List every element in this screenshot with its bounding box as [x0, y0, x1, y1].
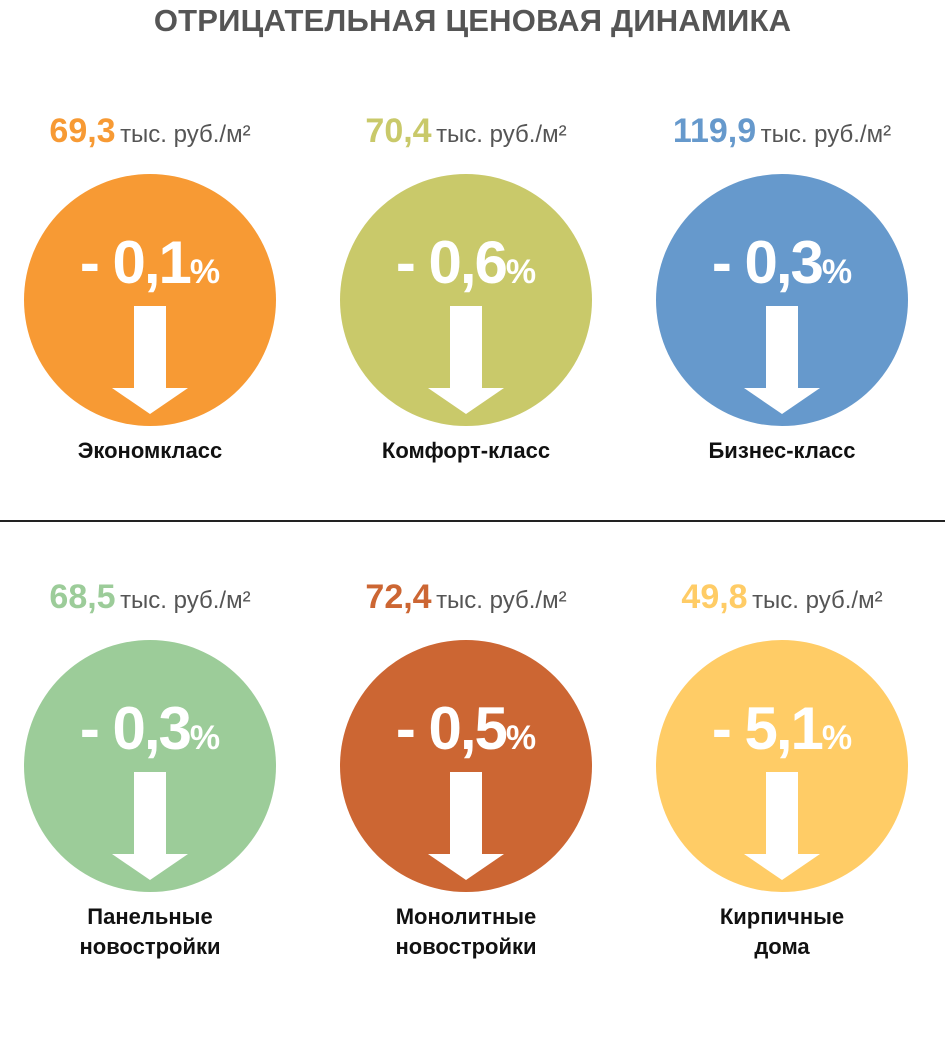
arrow-down-icon [744, 772, 820, 880]
price-unit: тыс. руб./м² [752, 587, 883, 614]
price-value: 119,9 тыс. руб./м² [632, 112, 932, 152]
price-number: 69,3 [49, 112, 116, 150]
card-panel: 68,5 тыс. руб./м² - 0,3% Панельные новос… [0, 578, 300, 959]
category-label-line1: Кирпичные [719, 904, 845, 929]
change-value: - 0,3 [711, 229, 824, 296]
change-circle: - 0,3% [24, 640, 276, 892]
price-unit: тыс. руб./м² [120, 121, 251, 148]
change-percent: - 0,3% [656, 228, 908, 297]
change-percent: - 0,5% [340, 694, 592, 763]
card-brick: 49,8 тыс. руб./м² - 5,1% Кирпичные дома [632, 578, 932, 959]
price-number: 72,4 [365, 578, 432, 616]
change-circle: - 0,5% [340, 640, 592, 892]
price-number: 68,5 [49, 578, 116, 616]
percent-sign: % [821, 719, 853, 757]
price-unit: тыс. руб./м² [120, 587, 251, 614]
arrow-down-icon [428, 772, 504, 880]
page-title: ОТРИЦАТЕЛЬНАЯ ЦЕНОВАЯ ДИНАМИКА [153, 3, 792, 38]
card-economy: 69,3 тыс. руб./м² - 0,1% Экономкласс [0, 112, 300, 492]
change-percent: - 5,1% [656, 694, 908, 763]
price-number: 49,8 [681, 578, 748, 616]
change-percent: - 0,1% [24, 228, 276, 297]
price-unit: тыс. руб./м² [760, 121, 892, 148]
card-monolithic: 72,4 тыс. руб./м² - 0,5% Монолитные ново… [316, 578, 616, 959]
change-percent: - 0,3% [24, 694, 276, 763]
category-label-line2: дома [754, 934, 810, 959]
change-circle: - 5,1% [656, 640, 908, 892]
change-circle: - 0,1% [24, 174, 276, 426]
category-label: Бизнес-класс [632, 436, 932, 466]
arrow-down-icon [112, 306, 188, 414]
arrow-down-icon [744, 306, 820, 414]
percent-sign: % [505, 253, 537, 291]
change-value: - 0,3 [79, 695, 192, 762]
category-label-line1: Панельные [87, 904, 213, 929]
price-value: 69,3 тыс. руб./м² [0, 112, 300, 152]
card-business: 119,9 тыс. руб./м² - 0,3% Бизнес-класс [632, 112, 932, 492]
price-unit: тыс. руб./м² [436, 587, 567, 614]
price-number: 119,9 [672, 112, 757, 150]
change-circle: - 0,6% [340, 174, 592, 426]
price-unit: тыс. руб./м² [436, 121, 567, 148]
change-value: - 0,1 [79, 229, 192, 296]
change-percent: - 0,6% [340, 228, 592, 297]
change-value: - 5,1 [711, 695, 824, 762]
change-value: - 0,6 [395, 229, 508, 296]
percent-sign: % [821, 253, 853, 291]
price-value: 49,8 тыс. руб./м² [632, 578, 932, 618]
change-circle: - 0,3% [656, 174, 908, 426]
change-value: - 0,5 [395, 695, 508, 762]
category-label: Монолитные новостройки [316, 902, 616, 962]
category-label-line1: Комфорт-класс [381, 438, 551, 463]
section-divider [0, 520, 945, 522]
category-label-line2: новостройки [395, 934, 537, 959]
category-label-line1: Бизнес-класс [708, 438, 856, 463]
category-label: Экономкласс [0, 436, 300, 466]
category-label: Кирпичные дома [632, 902, 932, 962]
category-label-line2: новостройки [79, 934, 221, 959]
category-label-line1: Экономкласс [77, 438, 223, 463]
percent-sign: % [189, 719, 221, 757]
percent-sign: % [189, 253, 221, 291]
price-value: 68,5 тыс. руб./м² [0, 578, 300, 618]
category-label-line1: Монолитные [395, 904, 537, 929]
price-value: 72,4 тыс. руб./м² [316, 578, 616, 618]
price-value: 70,4 тыс. руб./м² [316, 112, 616, 152]
card-comfort: 70,4 тыс. руб./м² - 0,6% Комфорт-класс [316, 112, 616, 492]
arrow-down-icon [428, 306, 504, 414]
category-label: Панельные новостройки [0, 902, 300, 962]
arrow-down-icon [112, 772, 188, 880]
category-label: Комфорт-класс [316, 436, 616, 466]
percent-sign: % [505, 719, 537, 757]
price-number: 70,4 [365, 112, 432, 150]
